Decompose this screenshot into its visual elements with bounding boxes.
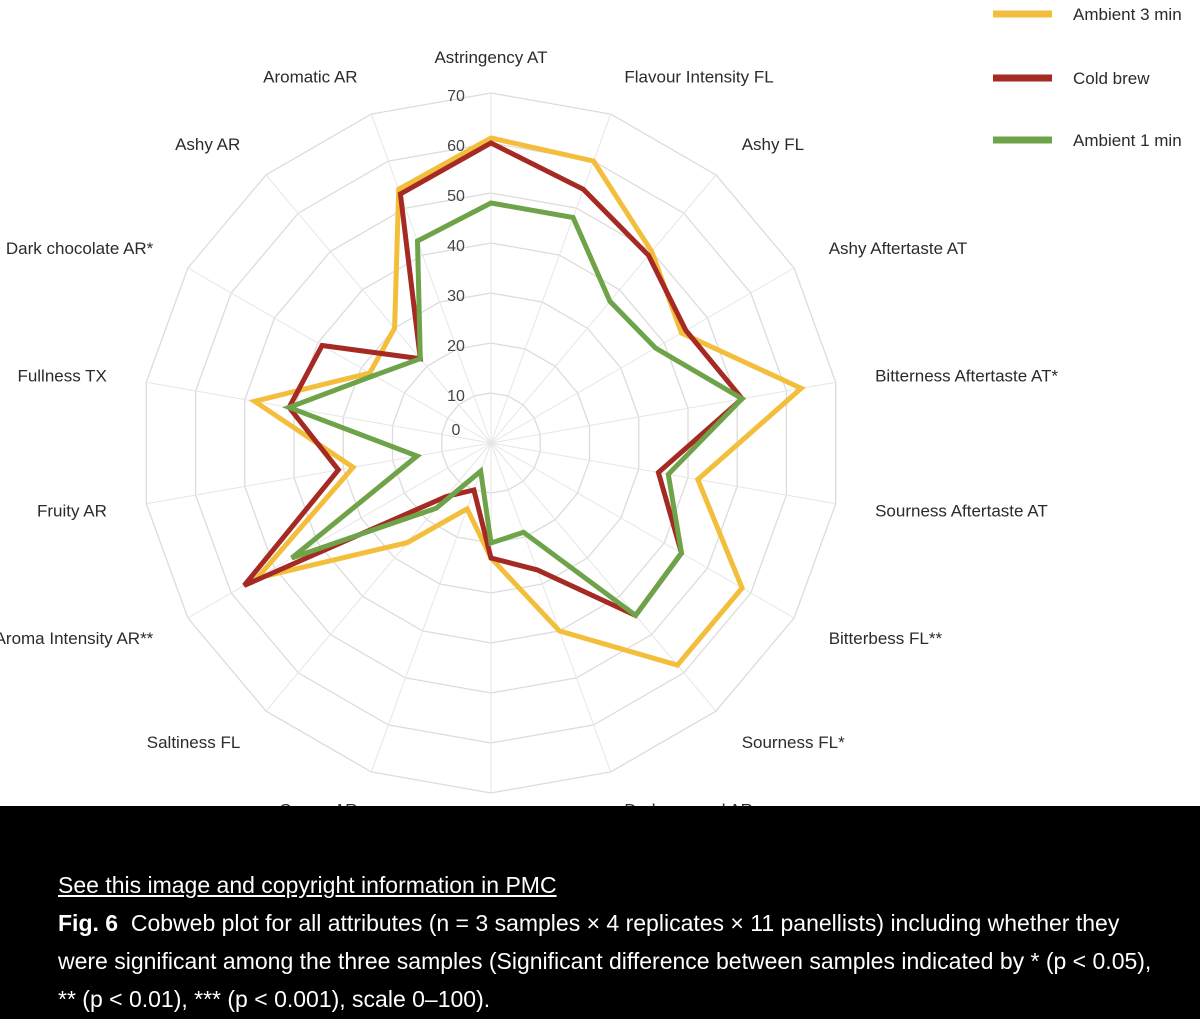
tick-label: 50 <box>447 188 465 205</box>
axis-label: Fruity AR <box>37 502 107 521</box>
axis-label: Sourness FL* <box>742 733 845 752</box>
grid-spoke <box>265 174 492 444</box>
axis-label: Ashy Aftertaste AT <box>829 239 968 258</box>
grid-spoke <box>490 442 612 773</box>
axis-label: Aroma Intensity AR** <box>0 629 154 648</box>
axis-label: Aromatic AR <box>263 68 357 87</box>
caption-area: See this image and copyright information… <box>58 866 1158 1018</box>
grid-spoke <box>146 381 492 444</box>
tick-label: 30 <box>447 288 465 305</box>
figure-label: Fig. 6 <box>58 910 119 936</box>
grid-spoke <box>490 381 836 444</box>
pmc-copyright-link[interactable]: See this image and copyright information… <box>58 872 557 898</box>
axis-label: Dark caramel AR <box>624 801 752 807</box>
axis-label: Ashy AR <box>175 135 240 154</box>
grid-spoke <box>187 442 492 619</box>
grid-spoke <box>490 174 717 444</box>
grid-spoke <box>490 442 717 712</box>
grid-spoke <box>370 442 492 773</box>
grid-spoke <box>265 442 492 712</box>
grid-spoke <box>490 442 836 505</box>
series-line <box>242 140 746 619</box>
tick-label: 60 <box>447 138 465 155</box>
tick-label: 70 <box>447 88 465 105</box>
axis-label: Ashy FL <box>742 135 804 154</box>
axis-label: Astringency AT <box>434 48 547 67</box>
axis-label: Dark chocolate AR* <box>6 239 154 258</box>
axis-label: Cream AR <box>279 801 357 807</box>
tick-label: 20 <box>447 338 465 355</box>
tick-label: 40 <box>447 238 465 255</box>
figure-caption-text: Cobweb plot for all attributes (n = 3 sa… <box>58 910 1152 1012</box>
figure-panel: 0 10 20 30 40 50 60 70 Astringency AT Flavour Int… <box>0 0 1200 806</box>
axis-label: Bitterbess FL** <box>829 629 943 648</box>
axis-label: Bitterness Aftertaste AT* <box>875 366 1058 385</box>
legend-label: Ambient 1 min <box>1073 131 1182 150</box>
grid-spoke <box>490 113 612 444</box>
legend-label: Cold brew <box>1073 69 1150 88</box>
axis-label: Saltiness FL <box>147 733 241 752</box>
axis-label: Sourness Aftertaste AT <box>875 502 1048 521</box>
tick-label: 0 <box>452 422 461 439</box>
tick-label: 10 <box>447 388 465 405</box>
grid-spoke <box>146 442 492 505</box>
legend-label: Ambient 3 min <box>1073 5 1182 24</box>
grid-spoke <box>490 267 795 444</box>
grid-spoke <box>370 113 492 444</box>
figure-caption: Fig. 6 Cobweb plot for all attributes (n… <box>58 904 1158 1018</box>
axis-label: Flavour Intensity FL <box>624 68 773 87</box>
grid-spoke <box>187 267 492 444</box>
series-line <box>282 200 747 619</box>
axis-label: Fullness TX <box>17 366 106 385</box>
radar-chart: 0 10 20 30 40 50 60 70 Astringency AT Flavour Int… <box>0 5 1182 807</box>
